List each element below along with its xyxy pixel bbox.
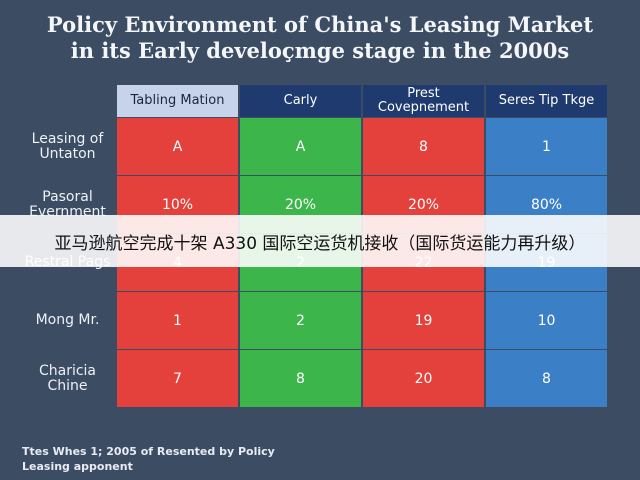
column-header: Tabling Mation	[117, 85, 238, 117]
table-cell: 20	[363, 350, 484, 407]
column-header: Prest Covepnement	[363, 85, 484, 117]
banner: 亚马逊航空完成十架 A330 国际空运货机接收（国际货运能力再升级）	[0, 215, 640, 267]
table-cell: A	[240, 118, 361, 175]
footer: Ttes Whes 1; 2005 of Resented by Policy L…	[22, 444, 275, 474]
column-header: Seres Tip Tkge	[486, 85, 607, 117]
table-cell: 8	[363, 118, 484, 175]
table-cell: 8	[486, 350, 607, 407]
column-header: Carly	[240, 85, 361, 117]
title-line: in its Early develoçmge stage in the 200…	[70, 38, 570, 63]
table-cell: 10	[486, 292, 607, 349]
table-cell: 7	[117, 350, 238, 407]
header-row: Tabling Mation Carly Prest Covepnement Sere…	[20, 85, 607, 117]
footer-line: Leasing apponent	[22, 460, 133, 473]
title-line: Policy Environment of China's Leasing Ma…	[46, 12, 594, 37]
table-cell: 8	[240, 350, 361, 407]
table-cell: 1	[117, 292, 238, 349]
table-cell: A	[117, 118, 238, 175]
corner	[20, 85, 115, 117]
row-label: Mong Mr.	[35, 312, 100, 328]
table-cell: 19	[363, 292, 484, 349]
row-label: Leasing of Untaton	[31, 130, 104, 162]
table-row: Charicia Chine 7 8 20 8	[20, 349, 607, 407]
table-cell: 2	[240, 292, 361, 349]
title: Policy Environment of China's Leasing Ma…	[0, 12, 640, 64]
table-cell: 1	[486, 118, 607, 175]
table-row: Mong Mr. 1 2 19 10	[20, 291, 607, 349]
table-row: Leasing of Untaton A A 8 1	[20, 117, 607, 175]
footer-line: Ttes Whes 1; 2005 of Resented by Policy	[22, 445, 275, 458]
row-label: Charicia Chine	[38, 362, 97, 394]
